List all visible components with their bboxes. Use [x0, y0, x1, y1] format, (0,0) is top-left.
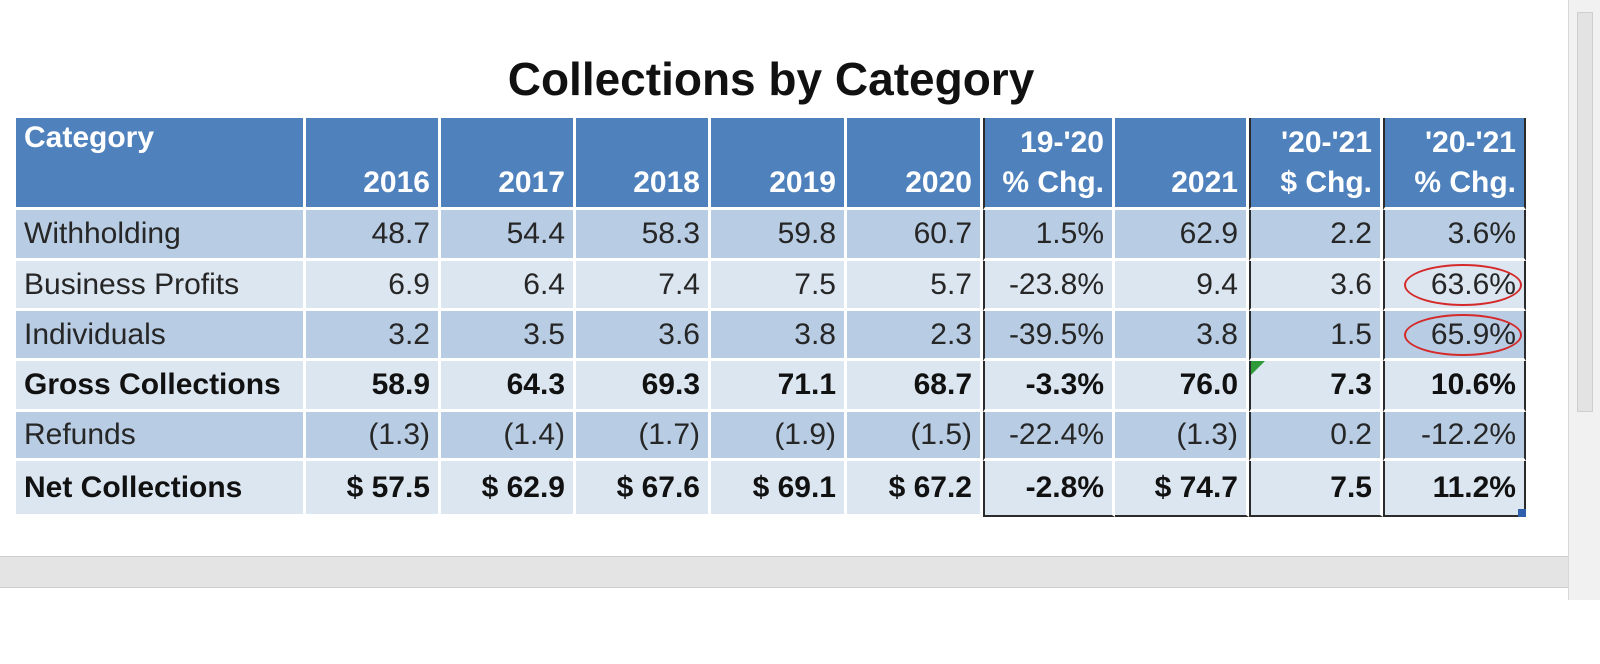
column-header[interactable]: 2018: [576, 118, 711, 210]
fill-handle[interactable]: [1518, 509, 1526, 517]
column-header-line1: 19-'20: [1020, 126, 1104, 159]
column-header[interactable]: Category: [16, 118, 306, 210]
error-indicator-icon: [1251, 361, 1265, 375]
table-cell[interactable]: 71.1: [711, 361, 847, 412]
table-cell[interactable]: $ 62.9: [441, 461, 576, 517]
table-cell[interactable]: 3.8: [1115, 311, 1249, 361]
table-cell[interactable]: 11.2%: [1383, 461, 1526, 517]
column-header[interactable]: '20-'21 $ Chg.: [1249, 118, 1383, 210]
table-cell[interactable]: 65.9%: [1383, 311, 1526, 361]
column-header[interactable]: 2016: [306, 118, 441, 210]
column-header-line2: $ Chg.: [1280, 166, 1372, 199]
table-cell[interactable]: -2.8%: [983, 461, 1115, 517]
table-cell[interactable]: -3.3%: [983, 361, 1115, 412]
table-cell[interactable]: 3.2: [306, 311, 441, 361]
table-cell[interactable]: 58.9: [306, 361, 441, 412]
scrollbar-thumb[interactable]: [1577, 12, 1593, 412]
row-label[interactable]: Business Profits: [16, 261, 306, 311]
column-header-line2: 2018: [633, 166, 700, 199]
table-cell[interactable]: 59.8: [711, 210, 847, 261]
table-cell[interactable]: -39.5%: [983, 311, 1115, 361]
column-header-line2: 2020: [905, 166, 972, 199]
row-label[interactable]: Individuals: [16, 311, 306, 361]
column-header-line2: Category: [24, 121, 155, 154]
table-cell[interactable]: $ 57.5: [306, 461, 441, 517]
row-label[interactable]: Net Collections: [16, 461, 306, 517]
column-header-line2: 2019: [769, 166, 836, 199]
column-header-line2: % Chg.: [1414, 166, 1516, 199]
table-cell[interactable]: (1.9): [711, 412, 847, 461]
highlight-circle: [1404, 264, 1522, 306]
table-cell[interactable]: 2.2: [1249, 210, 1383, 261]
table-cell[interactable]: 10.6%: [1383, 361, 1526, 412]
table-cell[interactable]: 9.4: [1115, 261, 1249, 311]
column-header-line2: 2021: [1171, 166, 1238, 199]
table-cell[interactable]: 6.4: [441, 261, 576, 311]
table-cell[interactable]: 3.6: [576, 311, 711, 361]
column-header-line1: '20-'21: [1281, 126, 1372, 159]
table-title: Collections by Category: [507, 53, 1035, 105]
table-cell[interactable]: 3.5: [441, 311, 576, 361]
table-cell[interactable]: 7.5: [1249, 461, 1383, 517]
table-cell[interactable]: 3.6: [1249, 261, 1383, 311]
table-cell[interactable]: 60.7: [847, 210, 983, 261]
table-cell[interactable]: 76.0: [1115, 361, 1249, 412]
table-cell[interactable]: 7.3: [1249, 361, 1383, 412]
column-header[interactable]: 19-'20 % Chg.: [983, 118, 1115, 210]
column-header[interactable]: 2020: [847, 118, 983, 210]
table-cell[interactable]: 48.7: [306, 210, 441, 261]
column-header[interactable]: 2019: [711, 118, 847, 210]
table-cell[interactable]: 54.4: [441, 210, 576, 261]
table-cell[interactable]: (1.4): [441, 412, 576, 461]
table-cell[interactable]: (1.3): [306, 412, 441, 461]
table-cell[interactable]: 58.3: [576, 210, 711, 261]
table-cell[interactable]: (1.3): [1115, 412, 1249, 461]
column-header-line2: % Chg.: [1002, 166, 1104, 199]
row-label[interactable]: Gross Collections: [16, 361, 306, 412]
table-cell[interactable]: 7.5: [711, 261, 847, 311]
table-cell[interactable]: 1.5: [1249, 311, 1383, 361]
column-header-line1: '20-'21: [1425, 126, 1516, 159]
table-cell[interactable]: 68.7: [847, 361, 983, 412]
table-cell[interactable]: 1.5%: [983, 210, 1115, 261]
column-header[interactable]: 2017: [441, 118, 576, 210]
column-header-line2: 2017: [498, 166, 565, 199]
table-cell[interactable]: 2.3: [847, 311, 983, 361]
column-header[interactable]: '20-'21 % Chg.: [1383, 118, 1526, 210]
column-header[interactable]: 2021: [1115, 118, 1249, 210]
spreadsheet-area: Collections by Category Category 2016 2017…: [16, 53, 1526, 517]
table-cell[interactable]: 3.6%: [1383, 210, 1526, 261]
table-cell[interactable]: 64.3: [441, 361, 576, 412]
table-cell[interactable]: 6.9: [306, 261, 441, 311]
table-cell[interactable]: 3.8: [711, 311, 847, 361]
column-header-line2: 2016: [363, 166, 430, 199]
horizontal-scrollbar[interactable]: [0, 556, 1568, 588]
table-cell[interactable]: 62.9: [1115, 210, 1249, 261]
vertical-scrollbar[interactable]: [1568, 0, 1600, 600]
table-cell[interactable]: -23.8%: [983, 261, 1115, 311]
row-label[interactable]: Withholding: [16, 210, 306, 261]
table-cell[interactable]: $ 67.2: [847, 461, 983, 517]
table-cell[interactable]: -12.2%: [1383, 412, 1526, 461]
row-label[interactable]: Refunds: [16, 412, 306, 461]
table-cell[interactable]: $ 74.7: [1115, 461, 1249, 517]
table-cell[interactable]: $ 67.6: [576, 461, 711, 517]
table-cell[interactable]: (1.5): [847, 412, 983, 461]
collections-table: Category 2016 2017 2018 2019 2020 19-'20 % Chg.…: [16, 118, 1526, 517]
table-cell[interactable]: (1.7): [576, 412, 711, 461]
table-cell[interactable]: -22.4%: [983, 412, 1115, 461]
table-cell[interactable]: 5.7: [847, 261, 983, 311]
table-cell[interactable]: $ 69.1: [711, 461, 847, 517]
table-cell[interactable]: 0.2: [1249, 412, 1383, 461]
highlight-circle: [1404, 314, 1522, 356]
table-cell[interactable]: 7.4: [576, 261, 711, 311]
table-cell[interactable]: 63.6%: [1383, 261, 1526, 311]
table-cell[interactable]: 69.3: [576, 361, 711, 412]
